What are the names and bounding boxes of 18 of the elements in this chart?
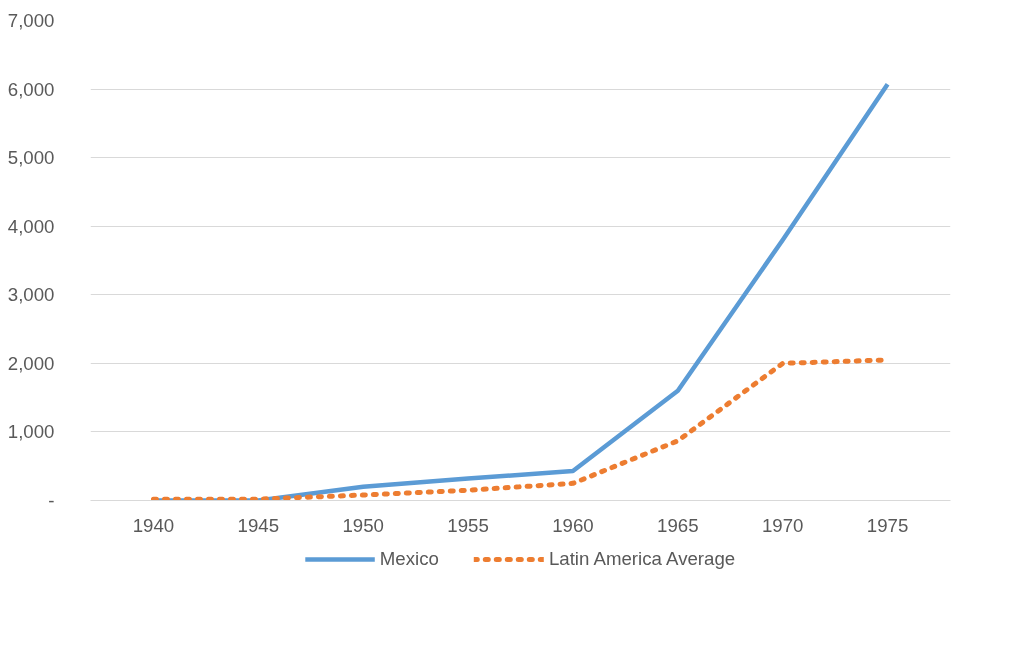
x-tick-label: 1955 — [447, 514, 489, 536]
x-tick-label: 1945 — [237, 514, 280, 536]
x-tick-label: 1950 — [342, 514, 384, 536]
y-tick-label: 3,000 — [7, 284, 55, 306]
y-tick-label: 1,000 — [7, 421, 55, 443]
legend-label: Latin America Average — [548, 548, 736, 570]
x-tick-label: 1975 — [866, 514, 909, 536]
x-tick-label: 1960 — [552, 514, 594, 536]
y-tick-label: 6,000 — [7, 78, 55, 100]
x-tick-label: 1940 — [132, 514, 175, 536]
y-tick-label: 2,000 — [7, 352, 55, 374]
y-tick-label: 7,000 — [7, 10, 55, 31]
x-tick-label: 1965 — [657, 514, 699, 536]
legend-label: Mexico — [379, 548, 439, 570]
y-tick-label: 4,000 — [7, 215, 55, 237]
x-tick-label: 1970 — [761, 514, 804, 536]
y-tick-label: - — [48, 490, 55, 511]
y-tick-label: 5,000 — [7, 147, 55, 169]
